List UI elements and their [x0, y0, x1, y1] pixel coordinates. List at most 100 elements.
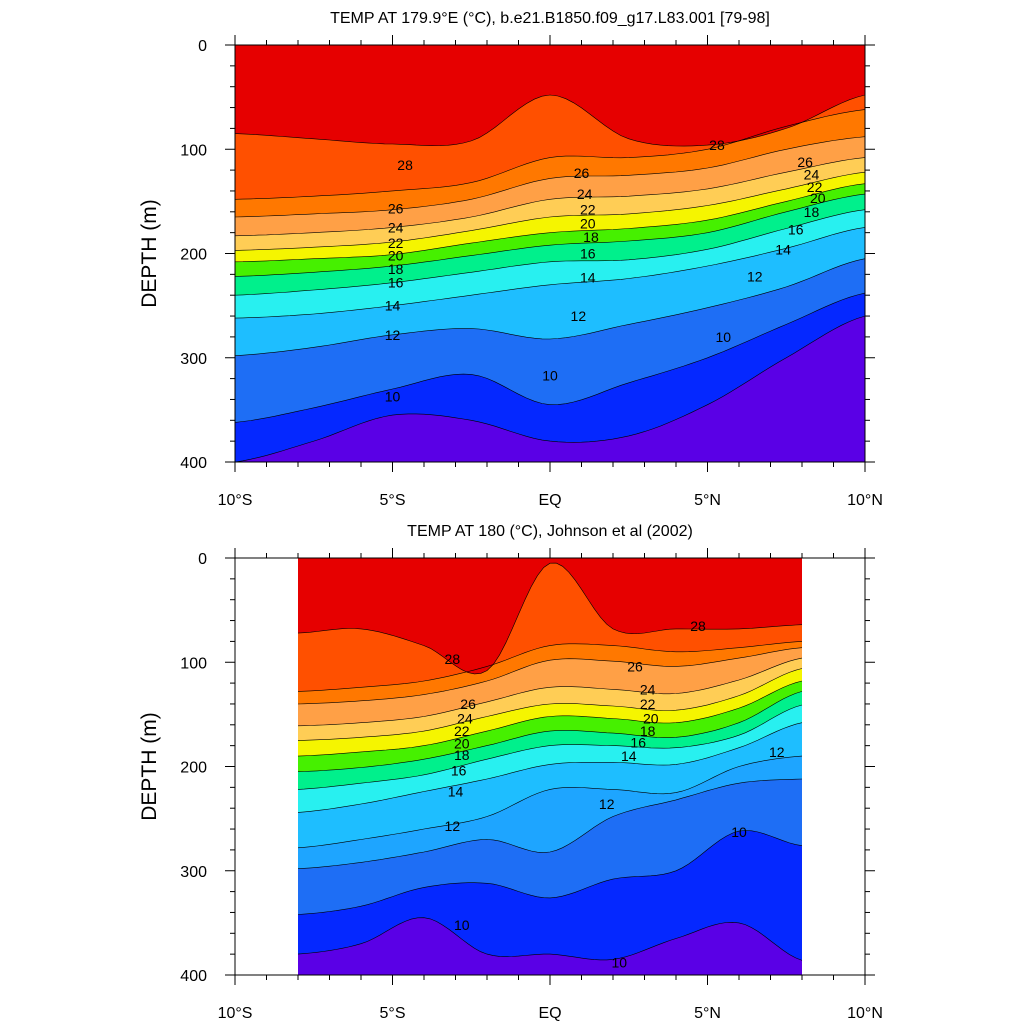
contour-label: 14 — [580, 269, 596, 285]
isotherm-10 — [297, 830, 803, 915]
contour-label: 16 — [788, 222, 804, 238]
isotherm-27 — [235, 109, 865, 200]
contour-label: 12 — [747, 268, 763, 284]
x-tick-label: 10°N — [847, 492, 883, 509]
y-tick-label: 300 — [180, 864, 207, 881]
contour-label: 12 — [769, 744, 785, 760]
contour-label: 10 — [731, 824, 747, 840]
contour-label: 18 — [388, 261, 404, 277]
contour-label: 26 — [627, 658, 643, 674]
contour-label: 16 — [630, 735, 646, 751]
band-29 — [235, 45, 865, 147]
contour-label: 24 — [457, 711, 473, 727]
x-axis: 10°S 5°S EQ 5°N 10°N — [218, 548, 883, 1022]
observed-temperature-panel: TEMP AT 180 (°C), Johnson et al (2002) 28… — [138, 523, 883, 1022]
contour-label: 18 — [640, 723, 656, 739]
contour-label: 28 — [445, 651, 461, 667]
contour-label: 12 — [445, 818, 461, 834]
isotherm-9 — [235, 315, 865, 462]
chart-title: TEMP AT 179.9°E (°C), b.e21.B1850.f09_g1… — [330, 10, 770, 27]
contour-label: 22 — [640, 696, 656, 712]
contour-label: 10 — [454, 917, 470, 933]
contour-label: 14 — [621, 748, 637, 764]
contour-label: 18 — [583, 229, 599, 245]
band-29 — [298, 558, 802, 674]
contour-label: 24 — [640, 681, 656, 697]
isotherm-24 — [235, 157, 865, 237]
x-tick-label: 5°N — [694, 492, 721, 509]
model-temperature-panel: TEMP AT 179.9°E (°C), b.e21.B1850.f09_g1… — [138, 10, 883, 509]
y-tick-label: 0 — [198, 551, 207, 568]
isotherm-14 — [297, 722, 803, 813]
contour-label: 10 — [612, 954, 628, 970]
y-tick-label: 0 — [198, 38, 207, 55]
contour-label: 18 — [804, 204, 820, 220]
x-tick-label: 5°S — [380, 1005, 406, 1022]
contour-label: 26 — [388, 201, 404, 217]
y-axis: 0 100 200 300 400 DEPTH (m) — [138, 38, 875, 472]
contour-label: 14 — [775, 241, 791, 257]
contour-label: 16 — [451, 763, 467, 779]
contour-label: 20 — [810, 190, 826, 206]
contour-label: 20 — [454, 736, 470, 752]
isotherm-20 — [235, 183, 865, 263]
isotherm-11 — [297, 778, 803, 869]
contour-label: 16 — [580, 246, 596, 262]
contour-label: 20 — [580, 215, 596, 231]
contour-labels: 2828262626242424222222202020181818161616… — [385, 137, 826, 404]
contour-label: 22 — [580, 202, 596, 218]
y-tick-label: 100 — [180, 142, 207, 159]
y-axis-label: DEPTH (m) — [138, 712, 161, 821]
contour-label: 10 — [542, 367, 558, 383]
isotherm-27 — [297, 641, 803, 692]
contour-fill — [235, 45, 865, 462]
contour-label: 24 — [388, 219, 404, 235]
contour-label: 22 — [388, 235, 404, 251]
y-tick-label: 300 — [180, 351, 207, 368]
isotherm-29 — [297, 562, 803, 675]
contour-label: 10 — [715, 329, 731, 345]
isotherm-16 — [297, 704, 803, 790]
contour-label: 14 — [448, 784, 464, 800]
x-tick-label: 10°S — [218, 1005, 253, 1022]
x-tick-label: EQ — [538, 1005, 561, 1022]
isotherm-18 — [297, 691, 803, 772]
contour-label: 14 — [385, 298, 401, 314]
contour-label: 28 — [397, 157, 413, 173]
isotherm-24 — [297, 657, 803, 727]
y-tick-label: 200 — [180, 247, 207, 264]
contour-label: 12 — [599, 796, 615, 812]
contour-label: 28 — [690, 618, 706, 634]
x-tick-label: 5°N — [694, 1005, 721, 1022]
contour-label: 28 — [709, 137, 725, 153]
contour-label: 12 — [385, 327, 401, 343]
contour-label: 26 — [797, 154, 813, 170]
y-axis: 0 100 200 300 400 DEPTH (m) — [138, 551, 875, 985]
isotherm-29 — [235, 94, 865, 147]
y-tick-label: 100 — [180, 655, 207, 672]
isotherm-9 — [297, 917, 803, 961]
isotherm-22 — [297, 668, 803, 741]
contour-label: 12 — [571, 308, 587, 324]
isotherm-16 — [235, 209, 865, 296]
contour-fill — [297, 558, 803, 975]
x-axis: 10°S 5°S EQ 5°N 10°N — [218, 35, 883, 509]
y-tick-label: 400 — [180, 455, 207, 472]
contour-label: 10 — [385, 388, 401, 404]
x-tick-label: 10°S — [218, 492, 253, 509]
y-tick-label: 400 — [180, 968, 207, 985]
contour-label: 22 — [454, 723, 470, 739]
contour-label: 18 — [454, 747, 470, 763]
isotherm-12 — [297, 755, 803, 849]
contour-label: 20 — [388, 248, 404, 264]
isotherm-10 — [235, 292, 865, 423]
isotherm-26 — [235, 136, 865, 218]
contour-label: 24 — [804, 166, 820, 182]
y-axis-label: DEPTH (m) — [138, 199, 161, 308]
chart-title: TEMP AT 180 (°C), Johnson et al (2002) — [407, 523, 693, 540]
isotherm-26 — [297, 647, 803, 705]
x-tick-label: EQ — [538, 492, 561, 509]
x-tick-label: 10°N — [847, 1005, 883, 1022]
